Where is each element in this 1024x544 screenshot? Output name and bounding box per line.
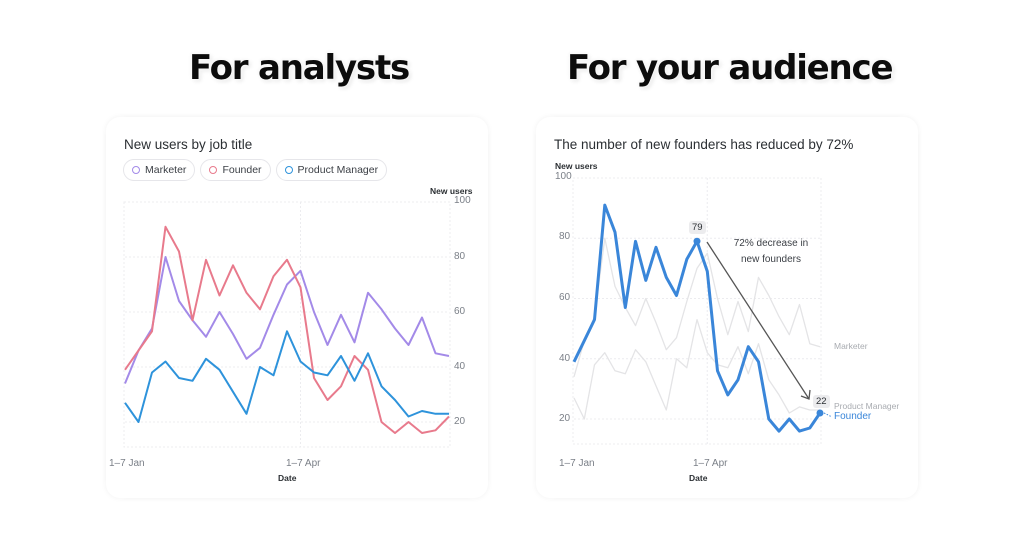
line-chart-plot[interactable]	[106, 117, 488, 498]
annotation-line: 72% decrease in	[733, 238, 809, 249]
y-tick: 20	[454, 416, 466, 427]
plot-frame	[123, 201, 451, 448]
y-tick: 60	[559, 292, 571, 303]
y-tick: 80	[559, 231, 571, 242]
legend-item-product-manager[interactable]: Product Manager	[275, 159, 388, 181]
circle-icon	[209, 166, 218, 174]
series-line-founder	[124, 225, 450, 434]
headline-audience: For your audience	[567, 48, 894, 88]
leader-line	[823, 412, 833, 418]
series-label-founder: Founder	[834, 411, 872, 422]
circle-icon	[284, 166, 293, 174]
y-tick: 100	[454, 195, 471, 206]
y-tick: 40	[559, 353, 571, 364]
peak-value-badge: 79	[689, 221, 706, 234]
circle-icon	[132, 166, 140, 174]
x-axis-title: Date	[689, 473, 708, 483]
y-tick: 40	[454, 361, 466, 372]
annotation-text: 72% decrease in new founders	[726, 236, 816, 268]
legend-item-founder[interactable]: Founder	[200, 159, 271, 181]
plot-frame	[572, 177, 822, 445]
chart-title: The number of new founders has reduced b…	[554, 137, 854, 152]
y-tick: 60	[454, 306, 466, 317]
headline-analysts: For analysts	[189, 48, 410, 88]
end-value-badge: 22	[813, 395, 830, 408]
y-axis-title: New users	[555, 161, 598, 171]
series-line-marketer	[124, 256, 450, 384]
x-tick: 1–7 Apr	[693, 458, 728, 469]
arrow-head-icon	[800, 389, 811, 400]
legend-label: Founder	[222, 164, 262, 176]
x-tick: 1–7 Jan	[109, 458, 145, 469]
series-line-product-manager	[124, 330, 449, 423]
series-line-marketer	[573, 237, 821, 377]
y-tick: 80	[454, 251, 466, 262]
y-axis-title: New users	[430, 186, 473, 196]
x-tick: 1–7 Jan	[559, 458, 595, 469]
y-tick: 20	[559, 413, 571, 424]
legend-label: Marketer	[145, 164, 187, 176]
legend-label: Product Manager	[297, 164, 379, 176]
legend-item-marketer[interactable]: Marketer	[123, 159, 196, 181]
peak-marker	[693, 237, 701, 245]
annotation-line: new founders	[740, 254, 802, 265]
line-chart-plot[interactable]	[536, 117, 918, 498]
analyst-chart-card: New users by job title Marketer Founder …	[106, 117, 488, 498]
x-axis-title: Date	[278, 473, 297, 483]
series-line-product-manager	[573, 318, 820, 420]
y-tick: 100	[555, 171, 572, 182]
chart-title: New users by job title	[124, 137, 253, 152]
end-marker	[816, 409, 824, 417]
series-label-product-manager: Product Manager	[834, 401, 900, 411]
decrease-arrow	[706, 241, 810, 400]
series-label-marketer: Marketer	[834, 341, 868, 351]
audience-chart-card: The number of new founders has reduced b…	[536, 117, 918, 498]
legend: Marketer Founder Product Manager	[123, 159, 388, 181]
x-tick: 1–7 Apr	[286, 458, 321, 469]
